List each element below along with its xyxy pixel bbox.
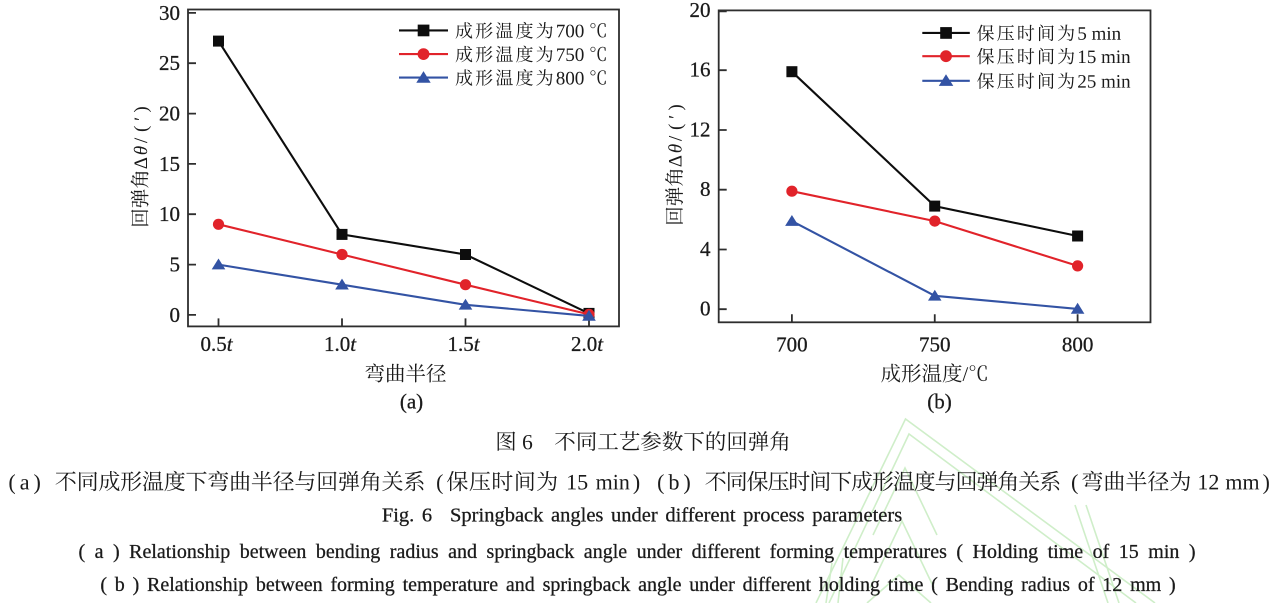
svg-text:(b): (b) [927, 390, 952, 414]
svg-text:4: 4 [700, 237, 711, 261]
svg-text:10: 10 [159, 202, 180, 226]
svg-text:1.5t: 1.5t [447, 332, 480, 356]
svg-text:8: 8 [700, 177, 711, 201]
svg-text:( b ) Relationship between fo: ( b ) Relationship between forming tempe… [100, 574, 1175, 596]
svg-text:800: 800 [1062, 333, 1094, 357]
svg-text:12: 12 [690, 118, 711, 142]
svg-text:25: 25 [159, 51, 180, 75]
svg-text:1.0t: 1.0t [324, 332, 357, 356]
svg-text:2.0t: 2.0t [571, 332, 604, 356]
svg-text:0.5t: 0.5t [200, 332, 233, 356]
svg-text:20: 20 [159, 102, 180, 126]
svg-text:16: 16 [690, 58, 711, 82]
svg-text:5: 5 [170, 253, 181, 277]
svg-text:20: 20 [690, 0, 711, 22]
svg-text:(a): (a) [400, 390, 423, 414]
svg-text:750: 750 [919, 333, 951, 357]
svg-text:0: 0 [700, 297, 711, 321]
svg-text:Fig. 6 Springback angles unde: Fig. 6 Springback angles under different… [382, 505, 902, 527]
svg-text:( a ) Relationship between be: ( a ) Relationship between bending radiu… [78, 541, 1195, 563]
svg-text:15: 15 [159, 152, 180, 176]
svg-text:30: 30 [159, 1, 180, 25]
svg-text:0: 0 [170, 303, 181, 327]
svg-text:700: 700 [776, 333, 808, 357]
